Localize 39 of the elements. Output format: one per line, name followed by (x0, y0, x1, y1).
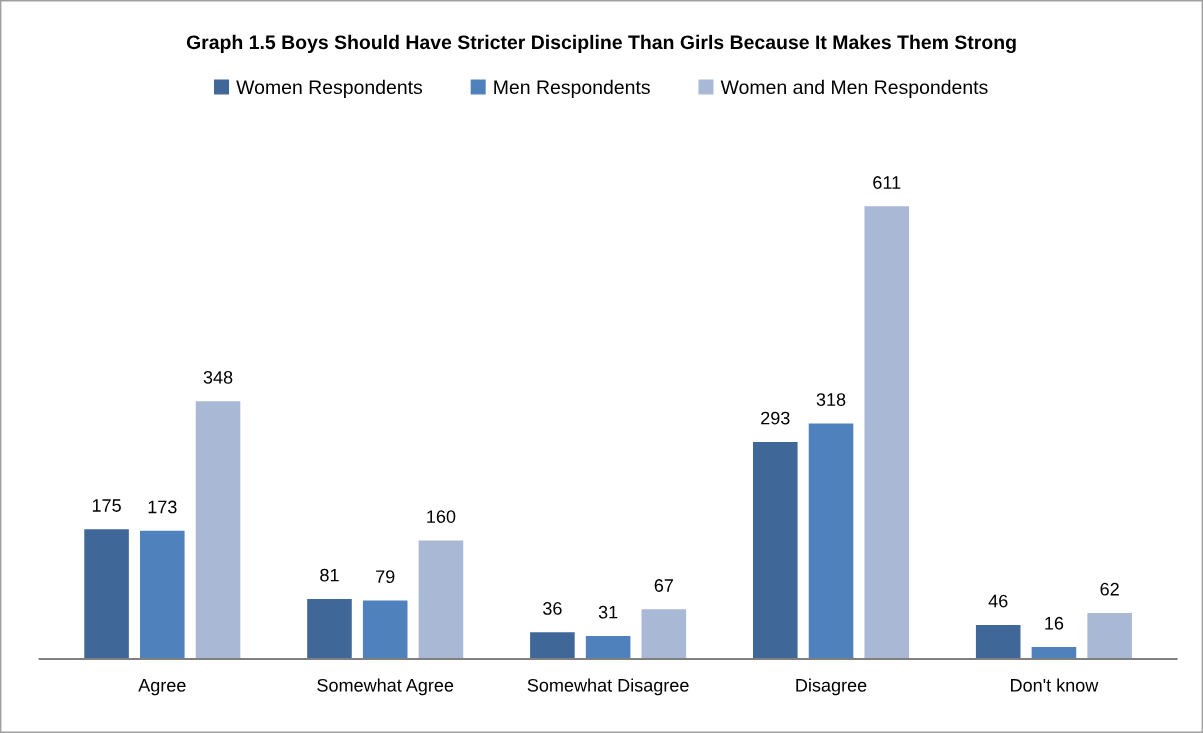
bar (1031, 647, 1077, 659)
bar (975, 624, 1021, 659)
data-label: 31 (598, 605, 618, 619)
x-tick-label: Disagree (796, 678, 867, 696)
legend-label: Women Respondents (236, 79, 423, 98)
bar (530, 632, 575, 659)
x-tick-label: Don't know (1011, 678, 1099, 692)
legend-label: Women and Men Respondents (720, 79, 988, 98)
data-label: 173 (148, 500, 177, 514)
data-label: 160 (427, 510, 456, 523)
legend-label: Men Respondents (494, 79, 650, 98)
data-label: 36 (543, 602, 562, 615)
x-tick-label: Somewhat Agree (317, 678, 454, 696)
data-label: 79 (376, 570, 395, 583)
bar (641, 609, 687, 659)
data-label: 293 (761, 411, 790, 425)
bar (140, 530, 185, 659)
bar (585, 636, 631, 659)
x-tick-label: Agree (138, 679, 186, 696)
bar (362, 600, 408, 659)
data-label: 611 (873, 176, 901, 189)
x-tick-label: Somewhat Disagree (527, 678, 689, 696)
bar (753, 441, 798, 659)
data-label: 318 (816, 393, 846, 406)
chart-title: Graph 1.5 Boys Should Have Stricter Discipline Than Girls Because It Makes Them Strong (186, 34, 1016, 54)
bar (1087, 613, 1132, 659)
data-label: 62 (1100, 582, 1119, 596)
data-label: 16 (1045, 616, 1064, 630)
data-label: 348 (203, 370, 233, 384)
data-label: 175 (92, 499, 121, 512)
data-label: 46 (988, 594, 1008, 608)
bar (864, 206, 910, 659)
data-label: 81 (320, 568, 339, 582)
bar (307, 598, 352, 659)
bar (195, 401, 241, 659)
data-label: 67 (654, 579, 673, 592)
bar (84, 529, 129, 659)
bar (418, 540, 464, 659)
bar (808, 423, 854, 659)
